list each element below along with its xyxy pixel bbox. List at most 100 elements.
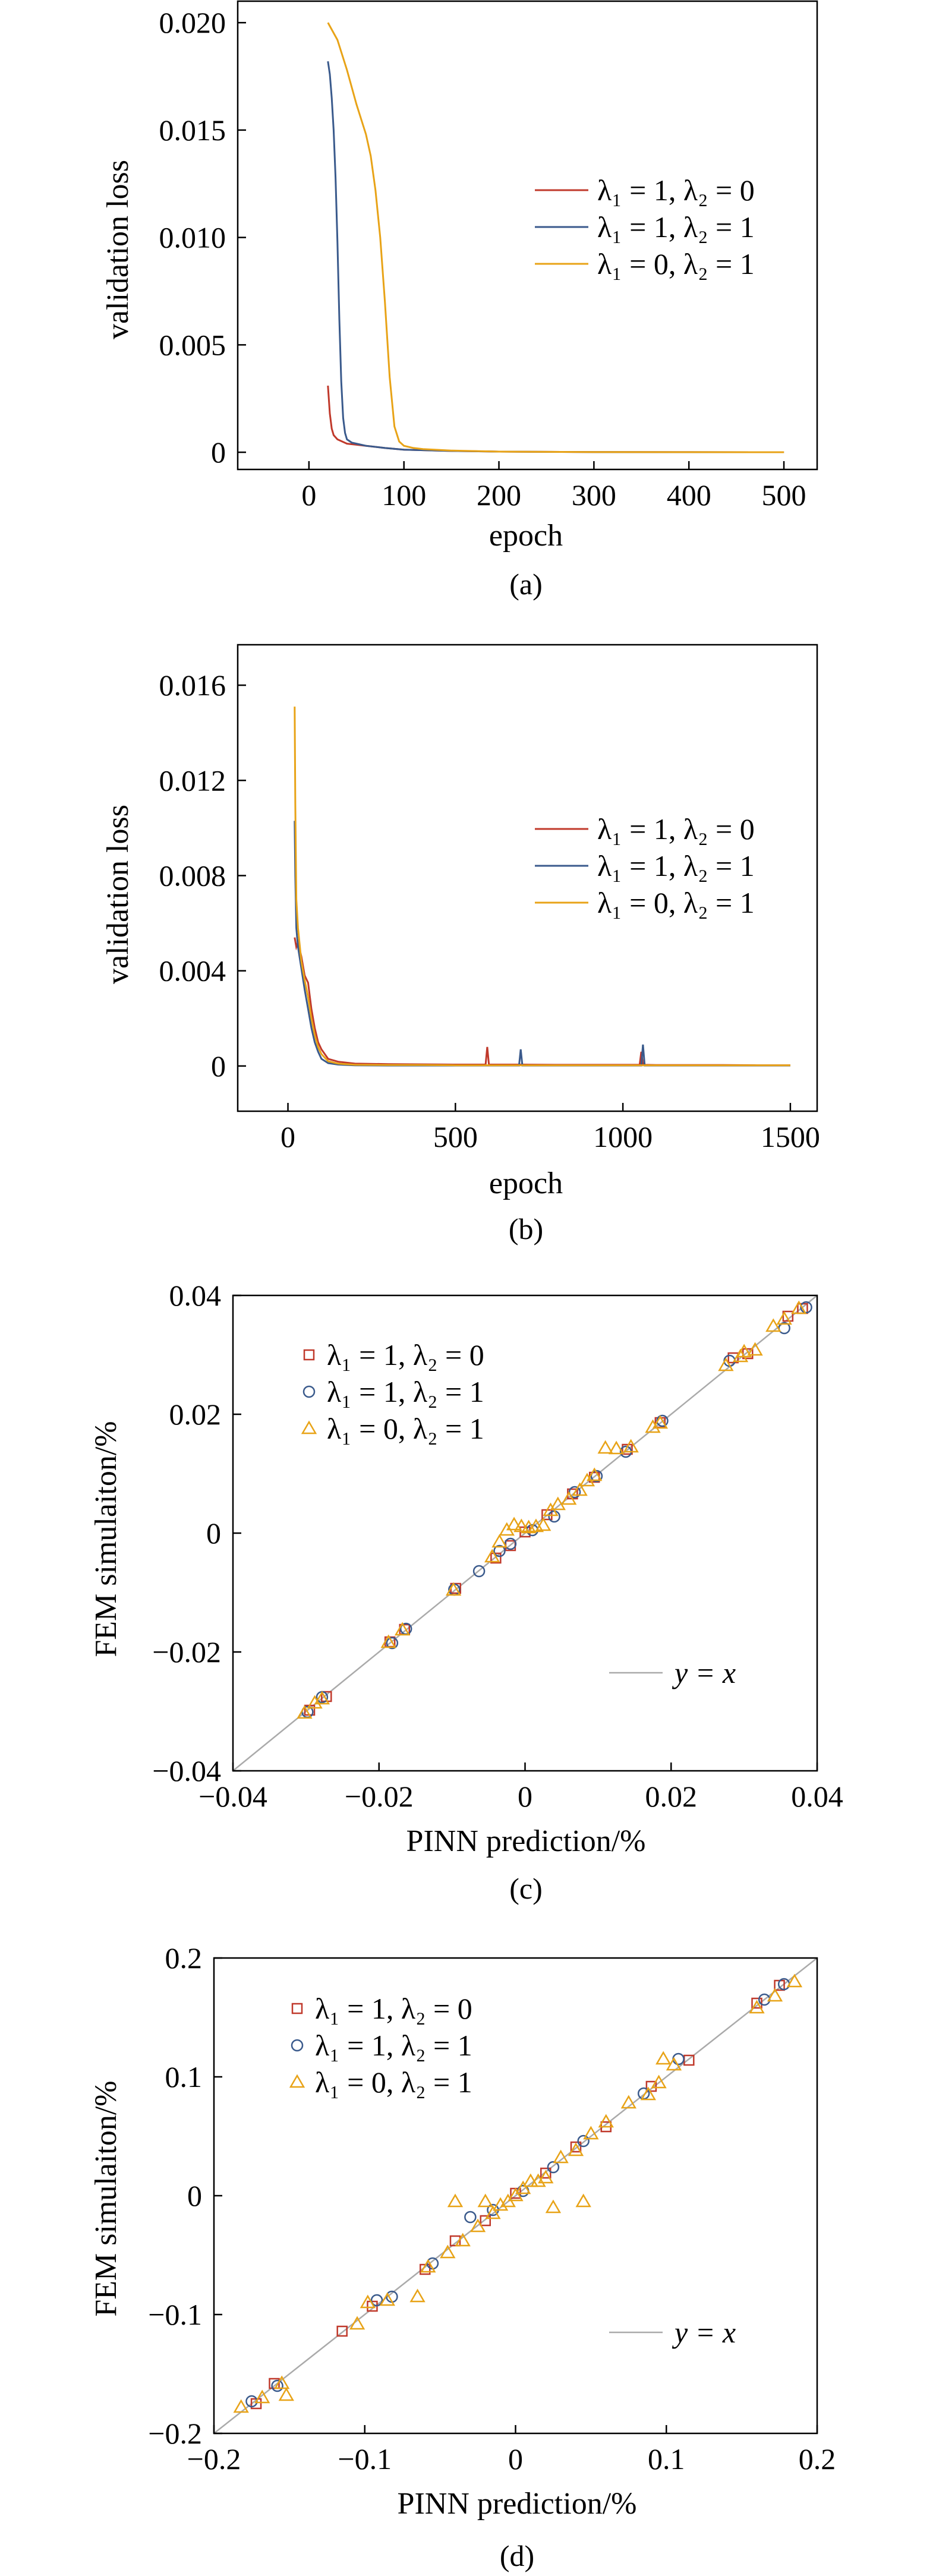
panel-d-legend-label-2: λ₁ = 0, λ₂ = 1 xyxy=(315,2066,472,2099)
panel-c-series-0-point xyxy=(727,1352,739,1364)
panel-c-series-2-point xyxy=(597,1440,613,1454)
panel-a: 0 100 200 300 400 500 0 0.005 0.010 0.015 0.020 λ₁ … xyxy=(101,0,818,601)
panel-c-series-2-point xyxy=(307,1695,323,1709)
panel-d-caption: (d) xyxy=(500,2539,534,2572)
panel-a-y-tick-label: 0 xyxy=(211,436,226,469)
panel-c-series-2-point xyxy=(297,1705,313,1719)
panel-d-legend-swatch-0 xyxy=(291,2003,303,2014)
panel-d-series-0-point xyxy=(336,2325,348,2337)
panel-d-series-2-point xyxy=(583,2126,599,2140)
panel-d-series-2-point xyxy=(530,2173,546,2187)
panel-c-series-2-point xyxy=(572,1482,588,1496)
panel-c-y-tick-label: 0.02 xyxy=(169,1398,222,1431)
panel-d-series-2-point xyxy=(440,2244,456,2259)
panel-c-series-1-point xyxy=(493,1544,506,1557)
panel-c-series-1-point xyxy=(504,1537,517,1550)
panel-d-series-2-point xyxy=(666,2057,682,2071)
panel-b-x-tick-label: 1500 xyxy=(761,1120,820,1153)
panel-d-legend-label-1: λ₁ = 1, λ₂ = 1 xyxy=(315,2029,472,2062)
panel-c-series-1-point xyxy=(590,1470,603,1483)
panel-d-series-2-point xyxy=(379,2292,395,2306)
panel-d-series-1-point xyxy=(370,2294,383,2307)
panel-c-series-2-point xyxy=(791,1300,807,1314)
panel-b: 0 500 1000 1500 0 0.004 0.008 0.012 0.016 λ₁ = 1,… xyxy=(101,644,820,1246)
panel-c-series-2-point xyxy=(765,1318,781,1332)
panel-b-plot: 0 500 1000 1500 0 0.004 0.008 0.012 0.016 λ₁ = 1,… xyxy=(159,644,820,1153)
panel-d-series-0-point xyxy=(480,2215,491,2227)
panel-c-x-tick-label: 0.02 xyxy=(645,1780,698,1813)
panel-a-y-tick-label: 0.005 xyxy=(159,328,226,361)
panel-b-y-tick-label: 0 xyxy=(211,1049,226,1083)
panel-c-plot: −0.04 −0.02 0 0.02 0.04 −0.04 −0.02 0 0.02 0.04 λ₁… xyxy=(152,1279,843,1813)
panel-d-series-2-point xyxy=(651,2074,667,2089)
panel-b-xlabel: epoch xyxy=(489,1166,563,1200)
panel-c-series-2-point xyxy=(484,1549,500,1563)
panel-a-xlabel: epoch xyxy=(489,519,563,553)
panel-b-x-tick-label: 500 xyxy=(433,1120,478,1153)
panel-d-series-2-point xyxy=(469,2218,486,2233)
panel-a-y-tick-label: 0.010 xyxy=(159,221,226,254)
panel-d-series-0-point xyxy=(645,2080,657,2092)
panel-c-x-tick-label: −0.02 xyxy=(345,1780,414,1813)
panel-d-series-2-point xyxy=(655,2051,672,2065)
panel-c-xlabel: PINN prediction/% xyxy=(406,1824,646,1858)
panel-d-series-0-point xyxy=(449,2235,461,2247)
panel-d-xlabel: PINN prediction/% xyxy=(398,2487,637,2521)
panel-a-x-tick-label: 400 xyxy=(667,478,711,512)
panel-c-legend-label-1: λ₁ = 1, λ₂ = 1 xyxy=(327,1375,484,1408)
panel-a-legend-label-0: λ₁ = 1, λ₂ = 0 xyxy=(597,174,755,207)
panel-a-plot: 0 100 200 300 400 500 0 0.005 0.010 0.015 0.020 λ₁ … xyxy=(159,0,818,512)
panel-d-x-tick-label: −0.2 xyxy=(187,2442,241,2476)
panel-a-x-tick-label: 500 xyxy=(762,478,806,512)
panel-d-series-2-point xyxy=(568,2142,584,2156)
panel-d-y-tick-label: 0 xyxy=(187,2179,202,2212)
panel-d-series-2-point xyxy=(254,2389,270,2404)
panel-a-legend-label-2: λ₁ = 0, λ₂ = 1 xyxy=(597,247,755,280)
panel-d-y-tick-label: −0.1 xyxy=(148,2298,202,2331)
panel-c: −0.04 −0.02 0 0.02 0.04 −0.04 −0.02 0 0.02 0.04 λ₁… xyxy=(89,1279,843,1905)
panel-c-series-2-point xyxy=(623,1439,639,1453)
panel-b-x-tick-label: 0 xyxy=(281,1120,295,1153)
panel-a-legend-label-1: λ₁ = 1, λ₂ = 1 xyxy=(597,210,755,244)
panel-c-series-2-point xyxy=(587,1467,603,1481)
panel-c-series-2-point xyxy=(645,1419,661,1433)
panel-d-series-2-point xyxy=(786,1973,803,1988)
panel-c-series-2-point xyxy=(652,1415,668,1429)
panel-b-legend-label-1: λ₁ = 1, λ₂ = 1 xyxy=(597,849,755,882)
panel-a-x-tick-label: 0 xyxy=(301,478,316,512)
panel-d-y-tick-label: 0.1 xyxy=(165,2060,203,2093)
panel-d-series-1-point xyxy=(547,2161,560,2174)
panel-c-legend-label-0: λ₁ = 1, λ₂ = 0 xyxy=(327,1338,484,1371)
panel-c-legend-swatch-2 xyxy=(301,1420,317,1434)
panel-c-series-2-point xyxy=(608,1440,625,1455)
panel-b-legend-label-0: λ₁ = 1, λ₂ = 0 xyxy=(597,812,755,846)
panel-d-series-2-point xyxy=(492,2197,509,2211)
panel-c-series-2-point xyxy=(535,1517,551,1531)
panel-d-series-2-point xyxy=(767,1988,783,2002)
panel-d-series-0-point xyxy=(751,1997,762,2009)
panel-b-x-tick-label: 1000 xyxy=(593,1120,653,1153)
panel-c-series-2-point xyxy=(513,1518,530,1533)
panel-d-series-1-point xyxy=(464,2211,477,2224)
panel-d-x-tick-label: 0.2 xyxy=(799,2442,836,2476)
panel-c-series-2-point xyxy=(747,1342,763,1356)
panel-d-series-2-point xyxy=(640,2086,656,2101)
panel-b-series-2-line xyxy=(294,707,790,1067)
panel-d-legend-label-0: λ₁ = 1, λ₂ = 0 xyxy=(315,1992,472,2025)
panel-c-legend-label-2: λ₁ = 0, λ₂ = 1 xyxy=(327,1412,484,1445)
panel-c-series-2-point xyxy=(491,1534,508,1548)
panel-c-y-tick-label: 0.04 xyxy=(169,1279,222,1312)
panel-d-series-2-point xyxy=(485,2205,501,2219)
panel-b-y-tick-label: 0.004 xyxy=(159,954,226,988)
panel-c-series-2-point xyxy=(314,1691,330,1705)
panel-a-x-tick-label: 100 xyxy=(382,478,426,512)
panel-c-ylabel: FEM simulaiton/% xyxy=(89,1421,123,1657)
panel-d-series-2-point xyxy=(515,2180,531,2195)
panel-c-y-tick-label: 0 xyxy=(206,1516,221,1550)
panel-c-series-2-point xyxy=(718,1357,734,1371)
panel-c-series-2-point xyxy=(550,1496,566,1511)
panel-b-y-tick-label: 0.012 xyxy=(159,764,226,797)
panel-d-y-tick-label: 0.2 xyxy=(165,1941,203,1975)
panel-d-series-2-point xyxy=(360,2294,376,2309)
